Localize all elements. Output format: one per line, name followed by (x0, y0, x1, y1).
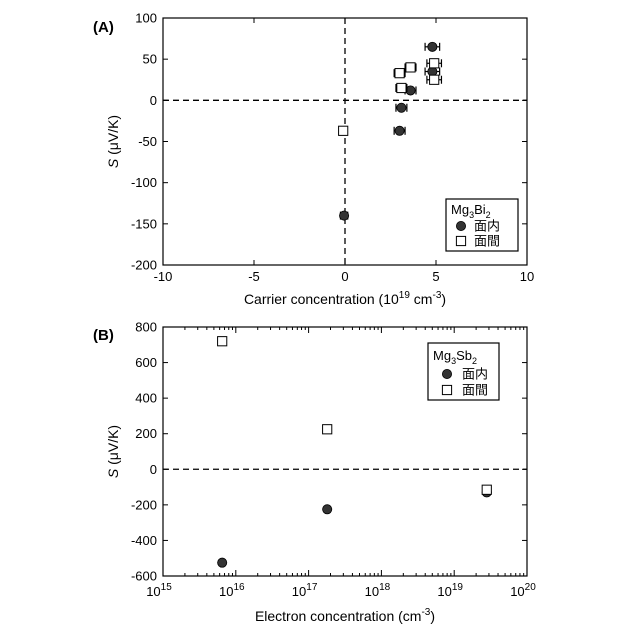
y-tick-label-a: 50 (143, 52, 157, 67)
x-tick-label-a: 10 (520, 269, 534, 284)
y-tick-label-a: -150 (131, 216, 157, 231)
x-tick-label-b: 1019 (437, 582, 463, 599)
data-point (218, 337, 227, 346)
y-tick-label-b: 200 (135, 426, 157, 441)
legend-marker-b (442, 369, 451, 378)
data-point (323, 505, 332, 514)
series-b-0 (218, 488, 492, 567)
y-axis-title-a: S (μV/K) (105, 115, 121, 168)
legend-marker-a (456, 236, 465, 245)
data-point (428, 42, 437, 51)
data-point (482, 485, 491, 494)
series-a-1 (339, 59, 442, 136)
chart-panel-a: -10-50510-200-150-100-50050100(A)Carrier… (93, 11, 534, 308)
data-point (339, 126, 348, 135)
y-tick-label-a: -200 (131, 258, 157, 273)
x-tick-label-b: 1018 (365, 582, 391, 599)
x-tick-label-a: 0 (341, 269, 348, 284)
x-tick-label-b: 1016 (219, 582, 245, 599)
x-axis-title-a: Carrier concentration (1019 cm-3) (244, 290, 446, 307)
data-point (397, 103, 406, 112)
data-point (395, 126, 404, 135)
legend-entry-a: 面内 (474, 219, 500, 234)
y-tick-label-b: 400 (135, 391, 157, 406)
data-point (397, 83, 406, 92)
data-point (218, 558, 227, 567)
data-point (339, 211, 348, 220)
y-tick-label-b: -400 (131, 533, 157, 548)
series-a-0 (339, 42, 439, 220)
x-axis-title-b: Electron concentration (cm-3) (255, 607, 435, 624)
x-tick-label-b: 1017 (292, 582, 318, 599)
chart-panel-b: 1015 1016 1017 1018 1019 1020 -600 -400 -200 0 200… (93, 320, 536, 625)
data-point (395, 69, 404, 78)
x-tick-label-a: 5 (432, 269, 439, 284)
legend-entry-a: 面間 (474, 234, 500, 249)
y-tick-label-a: -100 (131, 175, 157, 190)
legend-a: Mg3Bi2面内面間 (446, 199, 518, 251)
data-point (323, 425, 332, 434)
y-tick-label-b: 0 (150, 462, 157, 477)
y-tick-label-b: 600 (135, 355, 157, 370)
panel-label-b: (B) (93, 327, 114, 344)
y-tick-label-b: -200 (131, 497, 157, 512)
legend-marker-a (456, 221, 465, 230)
panel-label-a: (A) (93, 19, 114, 36)
data-point (406, 63, 415, 72)
y-tick-label-a: 0 (150, 93, 157, 108)
legend-entry-b: 面間 (462, 383, 488, 398)
legend-b: Mg3Sb2面内面間 (428, 343, 499, 400)
data-point (430, 75, 439, 84)
legend-entry-b: 面内 (462, 367, 488, 382)
legend-marker-b (442, 385, 451, 394)
data-point (430, 59, 439, 68)
y-axis-title-b: S (μV/K) (105, 425, 121, 478)
y-tick-label-a: 100 (135, 11, 157, 26)
y-tick-label-a: -50 (138, 134, 157, 149)
x-tick-label-a: -5 (248, 269, 260, 284)
x-tick-label-b: 1020 (510, 582, 536, 599)
x-tick-label-b: 1015 (146, 582, 172, 599)
y-tick-label-b: 800 (135, 320, 157, 335)
y-tick-label-b: -600 (131, 569, 157, 584)
